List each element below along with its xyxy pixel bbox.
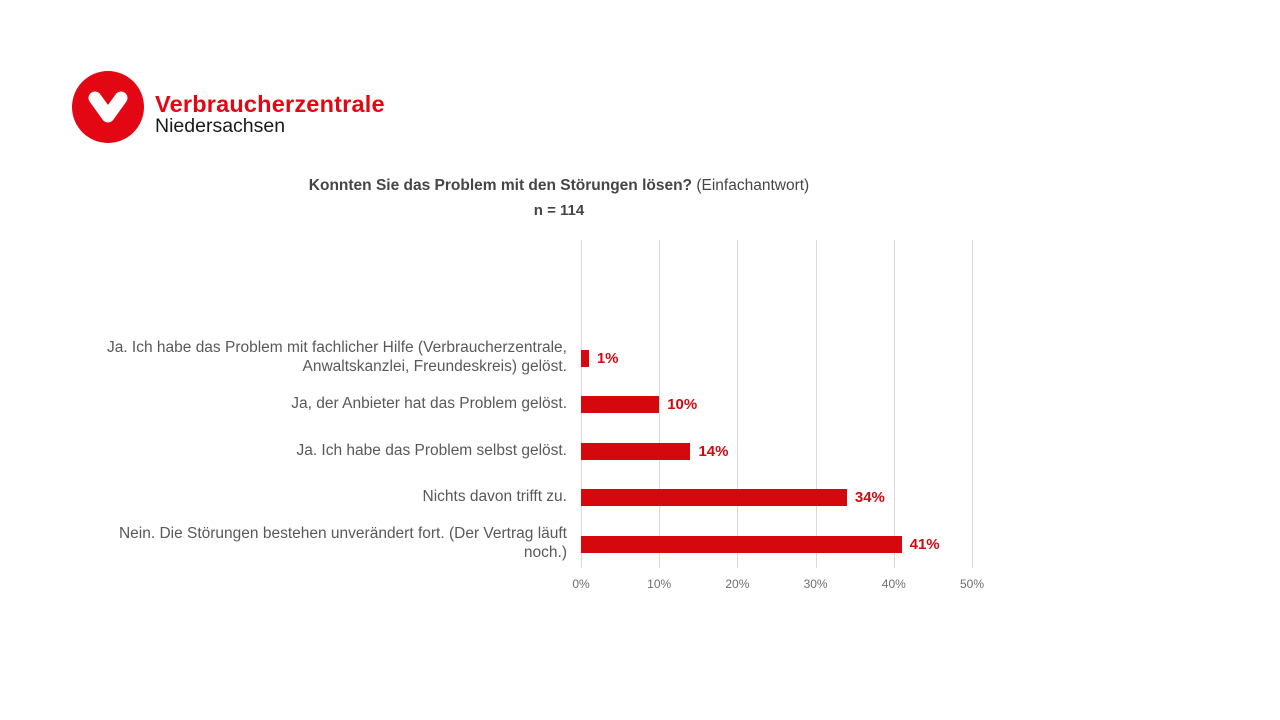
verbraucherzentrale-logo: Verbraucherzentrale Niedersachsen — [72, 71, 385, 143]
logo-region-name: Niedersachsen — [155, 115, 286, 138]
logo-text: Verbraucherzentrale Niedersachsen — [155, 77, 385, 138]
category-label: Ja. Ich habe das Problem mit fachlicher … — [106, 339, 567, 375]
bar-value-label: 1% — [596, 349, 619, 367]
chart-title-answer-type: (Einfachantwort) — [696, 177, 810, 194]
bar-chart-plot-area: 0% 10% 20% 30% 40% 50% 1% 10% 14% 34% 41% — [572, 240, 984, 591]
bar-segment — [581, 349, 589, 367]
bar-value-label: 41% — [909, 535, 940, 553]
logo-brand-name: Verbraucherzentrale — [155, 90, 385, 117]
bar-value-label: 14% — [698, 442, 729, 460]
bar-value-label: 10% — [667, 396, 698, 413]
category-label: Nichts davon trifft zu. — [422, 488, 567, 506]
x-axis-tick-label: 40% — [881, 577, 906, 591]
x-axis-tick-label: 0% — [572, 577, 590, 591]
x-axis-tick-label: 10% — [647, 577, 672, 591]
gridline-50% — [972, 240, 973, 568]
bar-segment — [581, 489, 847, 506]
x-axis-tick-label: 20% — [725, 577, 750, 591]
chart-title-question: Konnten Sie das Problem mit den Störunge… — [308, 177, 693, 194]
bar-segment — [581, 396, 660, 413]
x-axis-tick-label: 30% — [803, 577, 828, 591]
sample-size-label: n = 114 — [533, 201, 585, 219]
gridline-10% — [659, 240, 661, 568]
category-label: Nein. Die Störungen bestehen unverändert… — [118, 525, 567, 561]
gridline-20% — [737, 240, 739, 568]
gridline-30% — [815, 240, 817, 568]
x-axis-tick-label: 50% — [959, 577, 985, 591]
category-label: Ja, der Anbieter hat das Problem gelöst. — [291, 395, 567, 413]
bar-value-label: 34% — [854, 489, 885, 506]
category-label: Ja. Ich habe das Problem selbst gelöst. — [296, 441, 567, 459]
chart-title-block: Konnten Sie das Problem mit den Störunge… — [199, 177, 919, 219]
chart-title: Konnten Sie das Problem mit den Störunge… — [199, 177, 919, 196]
logo-v-icon — [72, 71, 144, 143]
bar-segment — [581, 535, 902, 553]
bar-segment — [581, 442, 691, 460]
gridline-40% — [893, 240, 895, 568]
